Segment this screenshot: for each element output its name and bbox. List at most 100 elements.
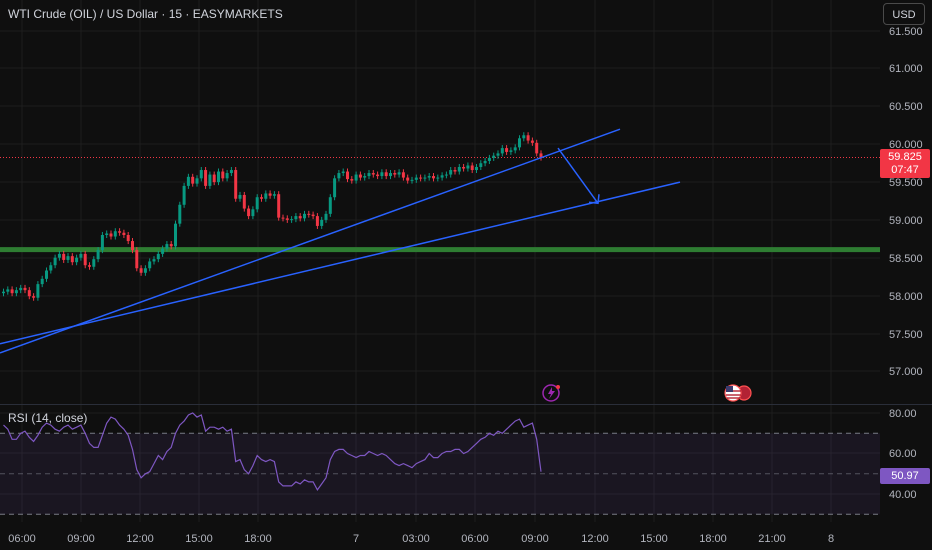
candle xyxy=(505,145,509,155)
candle-body xyxy=(436,177,440,179)
candle-body xyxy=(199,170,203,179)
candle-body xyxy=(406,177,410,181)
candle-body xyxy=(414,177,418,180)
trendlines[interactable] xyxy=(0,128,681,354)
projection-arrow[interactable] xyxy=(557,147,599,204)
candle-body xyxy=(389,173,392,177)
candle xyxy=(70,253,74,266)
candle xyxy=(277,191,281,221)
candle-body xyxy=(238,194,242,199)
candle xyxy=(62,250,66,263)
candle xyxy=(100,231,104,254)
candle-body xyxy=(186,176,190,186)
candle-body xyxy=(530,140,534,143)
candle xyxy=(229,167,233,177)
candle-body xyxy=(152,259,156,262)
candle xyxy=(105,230,109,239)
candle-body xyxy=(401,172,405,178)
candle xyxy=(427,173,431,181)
candle xyxy=(483,157,487,167)
candle xyxy=(432,173,435,182)
candle-body xyxy=(290,219,294,221)
candle xyxy=(496,150,500,159)
us-flag-event-icon[interactable] xyxy=(724,384,752,402)
last-price-value: 59.825 xyxy=(888,151,922,163)
candle-body xyxy=(165,244,169,249)
candle-body xyxy=(57,253,61,258)
time-tick-label: 18:00 xyxy=(244,533,272,545)
y-axis-price[interactable]: 61.500 61.000 60.500 60.000 59.500 59.000 58.5… xyxy=(889,26,923,378)
candle-body xyxy=(45,270,48,279)
rsi-indicator-title[interactable]: RSI (14, close) xyxy=(8,411,88,425)
candle xyxy=(23,284,27,294)
candle xyxy=(526,132,530,144)
time-tick-label: 06:00 xyxy=(461,533,489,545)
candle xyxy=(397,169,401,178)
symbol-title[interactable]: WTI Crude (OIL) / US Dollar · 15 · EASYM… xyxy=(8,7,283,21)
trendline-2[interactable] xyxy=(0,181,681,345)
candle xyxy=(410,176,414,184)
candle xyxy=(272,191,276,199)
candle-body xyxy=(303,213,306,219)
price-tick-label: 58.000 xyxy=(889,291,923,303)
candle xyxy=(208,171,212,189)
candle-body xyxy=(255,197,259,210)
candle xyxy=(470,162,474,174)
candle-body xyxy=(195,178,199,184)
candle xyxy=(178,201,182,227)
candle xyxy=(384,169,388,180)
candle xyxy=(393,170,397,178)
candle xyxy=(380,169,384,180)
candle xyxy=(122,229,126,239)
candle xyxy=(350,176,354,184)
candle xyxy=(234,167,238,202)
candle xyxy=(32,293,36,301)
candle-body xyxy=(277,194,281,218)
candle-body xyxy=(513,147,517,151)
trendline-1[interactable] xyxy=(0,128,621,354)
candle xyxy=(49,262,53,274)
candle xyxy=(109,230,113,240)
candle xyxy=(186,173,190,189)
candle-body xyxy=(204,170,208,186)
candle xyxy=(535,139,539,157)
candle xyxy=(126,231,130,245)
candle xyxy=(307,210,311,218)
candle xyxy=(290,216,294,223)
candle xyxy=(423,174,427,182)
time-tick-label: 15:00 xyxy=(185,533,213,545)
candle-body xyxy=(449,170,453,175)
candle-body xyxy=(242,194,246,209)
candle xyxy=(419,174,423,182)
candle xyxy=(260,194,263,202)
candle xyxy=(204,167,208,189)
price-tick-label: 59.500 xyxy=(889,177,923,189)
candle-body xyxy=(49,265,53,271)
candle xyxy=(354,171,358,184)
candle xyxy=(522,132,526,142)
candle-body xyxy=(376,174,380,177)
candle-body xyxy=(466,165,470,169)
candle xyxy=(118,228,122,236)
candle xyxy=(518,135,521,151)
time-tick-label: 03:00 xyxy=(402,533,430,545)
candle-body xyxy=(440,175,444,178)
candle-body xyxy=(88,265,91,267)
candle xyxy=(182,182,186,208)
lightning-event-icon[interactable] xyxy=(542,384,560,402)
currency-button[interactable]: USD xyxy=(883,3,925,25)
candle-body xyxy=(444,174,448,176)
candle xyxy=(217,168,220,186)
candle xyxy=(10,286,14,297)
candle xyxy=(367,170,371,180)
candle xyxy=(225,170,229,182)
support-zone[interactable] xyxy=(0,247,880,253)
candle-body xyxy=(505,148,509,152)
candle-body xyxy=(36,284,40,298)
x-axis-time[interactable]: 06:00 09:00 12:00 15:00 18:00 7 03:00 06:00 09:0… xyxy=(8,533,834,545)
candle xyxy=(320,216,324,229)
candle xyxy=(264,190,268,202)
candle xyxy=(161,245,165,257)
y-axis-rsi[interactable]: 80.00 60.00 40.00 xyxy=(889,408,917,501)
